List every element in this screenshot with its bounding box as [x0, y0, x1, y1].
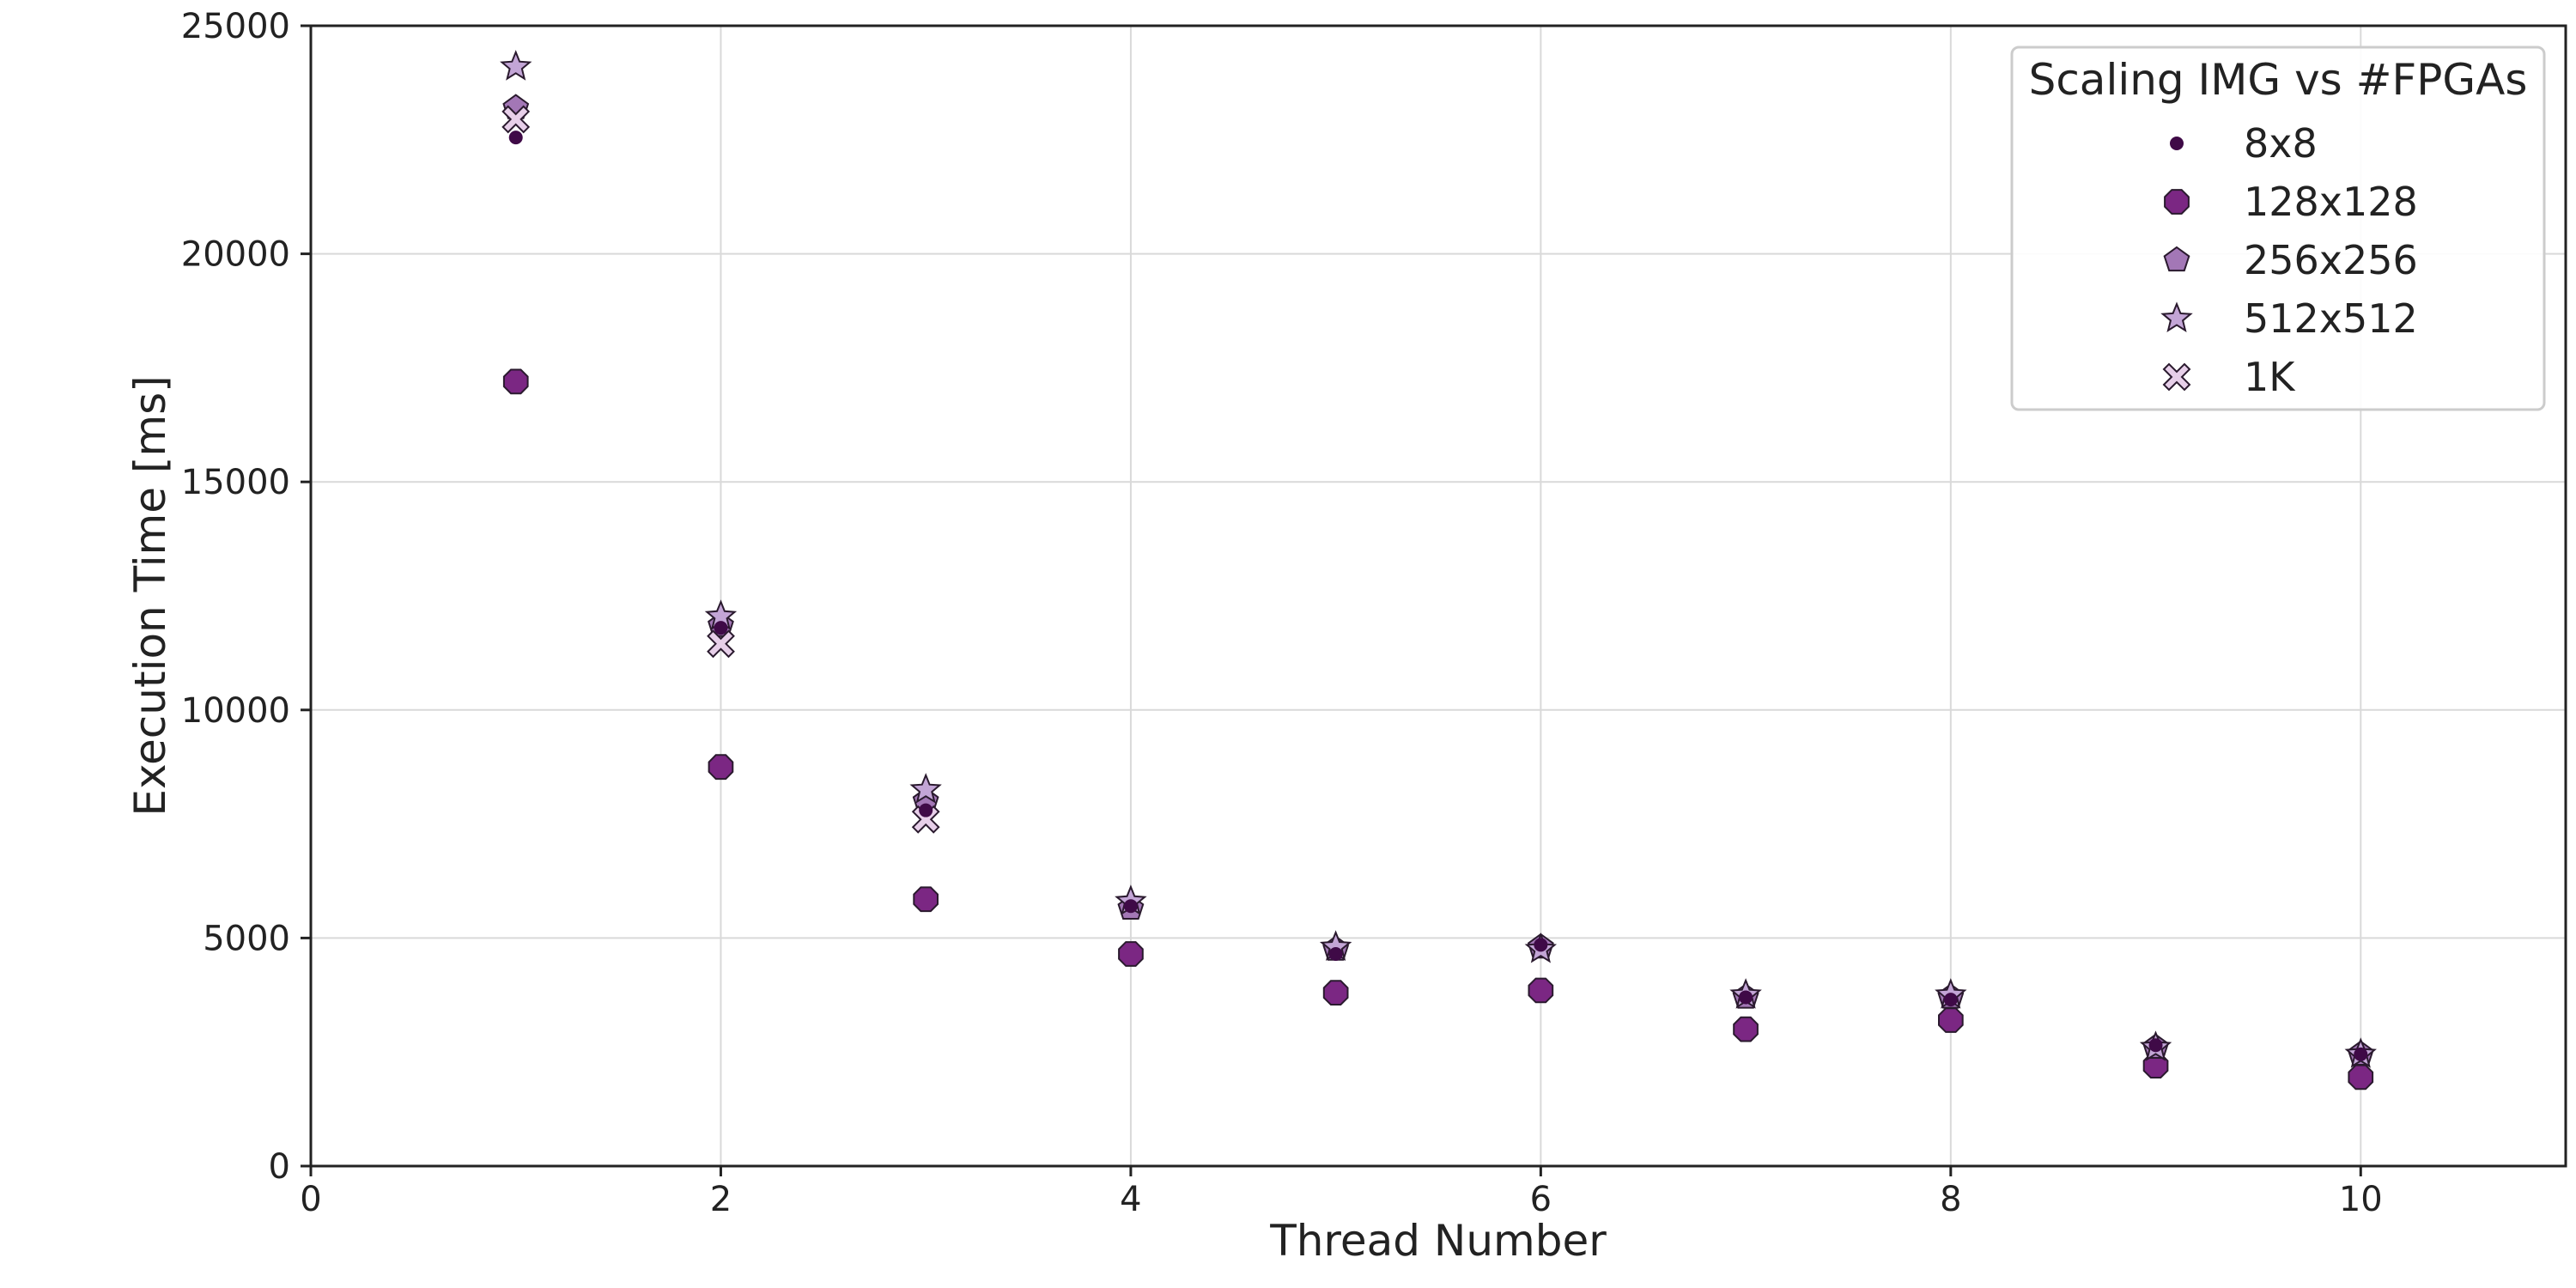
x-tick-label: 6	[1530, 1180, 1552, 1219]
data-point	[1943, 993, 1958, 1007]
data-point	[1118, 941, 1144, 967]
data-point	[2142, 1053, 2169, 1078]
series-1K	[501, 105, 940, 834]
data-point	[2148, 1038, 2163, 1053]
data-point	[501, 105, 531, 134]
series-128x128	[502, 368, 2374, 1091]
legend-item: 128x128	[2164, 179, 2418, 225]
legend-label: 1K	[2244, 354, 2296, 400]
legend-box	[2010, 46, 2546, 411]
data-point	[1739, 990, 1753, 1005]
legend: Scaling IMG vs #FPGAs 8x8 128x128 256x256 5…	[2010, 46, 2546, 411]
plot-frame	[309, 24, 2567, 1168]
data-point	[714, 621, 728, 635]
data-point	[909, 773, 942, 804]
legend-marker	[2170, 137, 2184, 150]
series-8x8	[508, 131, 2368, 1061]
data-point	[2348, 1064, 2374, 1091]
data-point	[1322, 980, 1349, 1005]
data-point	[1328, 946, 1343, 961]
x-tick-label: 10	[2339, 1180, 2383, 1219]
legend-marker	[2164, 189, 2190, 215]
legend-item: 512x512	[2160, 295, 2418, 342]
legend-label: 128x128	[2244, 179, 2418, 225]
legend-marker	[2163, 246, 2190, 272]
y-tick-label: 10000	[181, 691, 290, 731]
y-tick-label: 20000	[181, 235, 290, 275]
x-tick-label: 4	[1120, 1180, 1141, 1219]
legend-label: 8x8	[2244, 120, 2318, 167]
ticks-layer: 0 2 4 6 8 10 0 5000 10000 15000 20000 25000	[181, 7, 2383, 1219]
y-tick-label: 0	[269, 1147, 290, 1187]
data-point	[707, 629, 735, 659]
legend-item: 8x8	[2170, 120, 2318, 167]
data-point	[913, 886, 939, 913]
x-axis-label: Thread Number	[1269, 1216, 1607, 1266]
legend-item: 256x256	[2163, 237, 2418, 283]
legend-label: 256x256	[2244, 237, 2418, 283]
data-point	[508, 131, 523, 145]
data-point	[919, 803, 933, 817]
data-point	[1534, 938, 1548, 952]
data-point	[1938, 1007, 1964, 1033]
legend-marker	[2160, 301, 2193, 332]
y-axis-label: Execution Time [ms]	[125, 375, 175, 816]
y-tick-label: 5000	[203, 919, 290, 958]
x-tick-label: 2	[710, 1180, 732, 1219]
marks-layer	[500, 50, 2377, 1091]
legend-item: 1K	[2162, 354, 2296, 400]
x-tick-label: 8	[1940, 1180, 1961, 1219]
data-point	[708, 754, 734, 781]
data-point	[500, 50, 532, 81]
data-point	[502, 368, 529, 395]
legend-title: Scaling IMG vs #FPGAs	[2029, 55, 2528, 105]
data-point	[1528, 977, 1554, 1004]
y-tick-label: 15000	[181, 463, 290, 502]
x-tick-label: 0	[300, 1180, 321, 1219]
legend-label: 512x512	[2244, 295, 2418, 342]
data-point	[2354, 1047, 2368, 1061]
legend-items: 8x8 128x128 256x256 512x512 1K	[2160, 120, 2418, 400]
legend-marker	[2162, 362, 2191, 392]
y-tick-label: 25000	[181, 7, 290, 46]
data-point	[1123, 899, 1138, 914]
data-point	[1733, 1016, 1759, 1042]
